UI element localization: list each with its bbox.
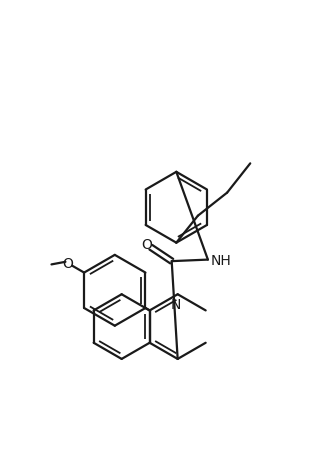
Text: NH: NH	[210, 253, 231, 267]
Text: O: O	[62, 256, 73, 270]
Text: O: O	[142, 238, 153, 252]
Text: N: N	[171, 298, 181, 312]
